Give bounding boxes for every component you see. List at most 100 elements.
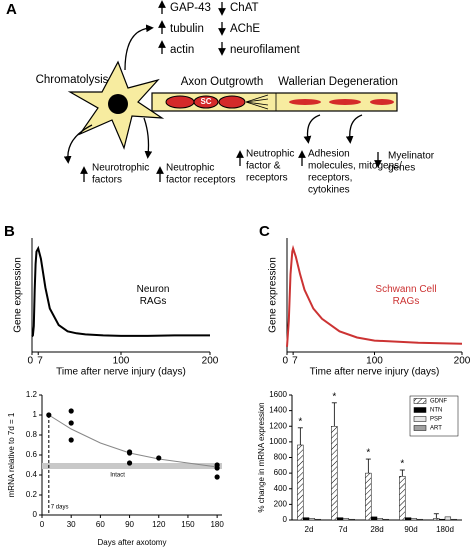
note: factors	[92, 175, 122, 186]
bar	[376, 518, 384, 521]
note: Neutrophic	[166, 163, 214, 174]
schwann-cell	[218, 95, 246, 109]
x-tick-label: 120	[152, 520, 166, 529]
legend-label: ART	[430, 426, 442, 432]
gene: neurofilament	[230, 44, 300, 56]
curve	[286, 244, 463, 347]
x-tick-label: 180d	[436, 525, 454, 534]
curve-label: Neuron	[137, 284, 170, 295]
x-tick-label: 28d	[370, 525, 383, 534]
significance: *	[332, 391, 336, 402]
bar	[433, 518, 440, 521]
nucleus	[108, 94, 128, 114]
y-axis-label: Gene expression	[13, 257, 24, 333]
gene-arrows	[124, 0, 226, 71]
panel-label: B	[4, 223, 15, 240]
degenerating-sc	[289, 99, 321, 105]
x-tick-label: 90d	[404, 525, 417, 534]
gene: AChE	[230, 23, 260, 35]
y-tick-label: 1600	[269, 390, 287, 399]
point	[214, 474, 220, 480]
legend-swatch	[413, 425, 427, 431]
x-tick-label: 180	[210, 520, 224, 529]
legend-swatch	[413, 398, 427, 404]
point	[68, 437, 74, 443]
x-tick-label: 90	[125, 520, 134, 529]
gene: ChAT	[230, 2, 259, 14]
x-tick-label: 7d	[339, 525, 348, 534]
note: Neutrophic	[246, 149, 294, 160]
x-axis-label: Time after nerve injury (days)	[310, 367, 440, 378]
bar	[444, 516, 452, 521]
significance: *	[298, 416, 302, 427]
bar	[438, 518, 446, 521]
degenerating-sc	[329, 99, 361, 105]
curve-label: RAGs	[140, 296, 167, 307]
y-tick-label: 0.8	[26, 430, 38, 439]
bar	[336, 517, 344, 521]
bar	[450, 518, 457, 521]
curve-label: RAGs	[393, 296, 420, 307]
note: molecules, mitogens/	[308, 161, 402, 172]
panel-label: A	[6, 1, 17, 18]
x-axis-label: Days after axotomy	[98, 538, 167, 547]
y-axis-label: mRNA relative to 7d = 1	[7, 412, 16, 497]
y-tick-label: 0	[283, 515, 288, 524]
x-tick-label: 2d	[305, 525, 314, 534]
schwann-cell	[165, 95, 195, 109]
degenerating-sc	[370, 99, 394, 105]
y-tick-label: 0.2	[26, 490, 38, 499]
x-axis-label: Time after nerve injury (days)	[56, 367, 186, 378]
x-tick-label: 200	[454, 356, 471, 367]
x-tick-label: 100	[113, 356, 130, 367]
y-tick-label: 1200	[269, 421, 287, 430]
bar	[404, 517, 412, 521]
y-axis-label: % change in mRNA expression	[257, 402, 266, 512]
legend-swatch	[413, 416, 427, 422]
y-tick-label: 1000	[269, 437, 287, 446]
marker-label: 7 days	[51, 505, 69, 511]
sc-label: SC	[200, 97, 211, 106]
note-arrows	[63, 114, 382, 182]
point	[46, 412, 52, 418]
point	[126, 450, 133, 456]
y-tick-label: 0.4	[26, 470, 38, 479]
legend-label: PSP	[430, 417, 442, 423]
x-tick-label: 7	[292, 356, 298, 367]
y-tick-label: 800	[274, 453, 288, 462]
bar	[308, 518, 316, 521]
gene: GAP-43	[170, 2, 211, 14]
bar	[365, 472, 372, 521]
y-tick-label: 200	[274, 499, 288, 508]
note: cytokines	[308, 185, 350, 196]
x-tick-label: 150	[181, 520, 195, 529]
bar	[297, 444, 304, 521]
gene: actin	[170, 44, 194, 56]
x-tick-label: 60	[96, 520, 105, 529]
x-tick-label: 0	[40, 520, 45, 529]
bar	[399, 476, 406, 521]
gene: tubulin	[170, 23, 204, 35]
note: Adhesion	[308, 149, 350, 160]
y-axis-label: Gene expression	[268, 257, 279, 333]
y-tick-label: 1400	[269, 406, 287, 415]
bar	[348, 518, 355, 521]
schwann-cell	[193, 95, 219, 109]
x-tick-label: 30	[67, 520, 76, 529]
point	[214, 465, 220, 471]
note: factor &	[246, 161, 281, 172]
legend-label: NTN	[430, 408, 442, 414]
x-tick-label: 0	[27, 356, 33, 367]
y-tick-label: 600	[274, 468, 288, 477]
panel-label: C	[259, 223, 270, 240]
curve-label: Schwann Cell	[375, 284, 436, 295]
y-tick-label: 1	[33, 410, 38, 419]
x-tick-label: 200	[202, 356, 219, 367]
panel-a: A GAP-43 tubulin actin ChAT AChE neurofi…	[6, 0, 435, 196]
point	[156, 455, 162, 461]
bar	[302, 517, 310, 521]
band	[42, 463, 222, 469]
note: genes	[388, 163, 415, 174]
